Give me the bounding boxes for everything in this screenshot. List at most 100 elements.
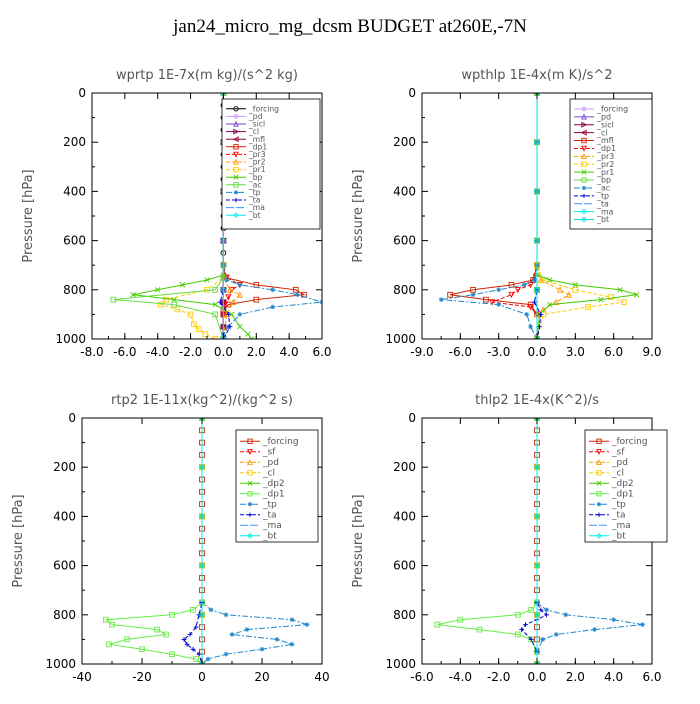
data-point xyxy=(195,326,202,333)
legend-entry: _tp xyxy=(611,500,626,510)
legend-entry: _pr1 xyxy=(248,165,266,174)
series-linepr3 xyxy=(536,93,570,339)
data-point xyxy=(198,611,206,618)
data-point xyxy=(154,626,160,633)
data-point xyxy=(190,646,196,652)
data-point xyxy=(198,464,206,471)
data-point xyxy=(528,607,535,613)
data-point xyxy=(227,324,233,330)
legend-entry: _ac xyxy=(248,180,262,189)
legend-entry: _cl xyxy=(262,468,275,478)
legend-marker xyxy=(596,512,602,517)
data-point xyxy=(169,611,175,618)
data-point xyxy=(508,291,515,299)
legend-marker xyxy=(581,208,587,215)
data-point xyxy=(514,631,521,638)
legend-entry: _pd xyxy=(611,458,628,468)
x-tick-label: 0.0 xyxy=(527,345,546,359)
data-point xyxy=(208,607,214,613)
legend-entry: _pd xyxy=(248,112,263,121)
data-point xyxy=(244,627,250,632)
data-point xyxy=(187,632,193,637)
data-point xyxy=(139,646,145,653)
y-tick-label: 400 xyxy=(63,184,86,198)
legend-entry: _tp xyxy=(262,500,277,510)
series-linepr1 xyxy=(160,93,224,339)
y-tick-label: 1000 xyxy=(55,332,86,346)
legend-marker xyxy=(596,438,602,444)
data-point xyxy=(447,291,453,298)
legend-marker xyxy=(247,480,253,486)
y-axis-label: Pressure [hPa] xyxy=(351,494,366,587)
legend-entry: _forcing xyxy=(248,104,279,113)
legend-marker xyxy=(247,459,253,465)
legend-entry: _forcing xyxy=(596,105,628,114)
legend-marker xyxy=(596,459,602,465)
data-point xyxy=(106,641,112,648)
chart-panel-1: wprtp 1E-7x(m kg)/(s^2 kg) Pressure [hPa]… xyxy=(21,68,332,359)
legend-entry: _sf xyxy=(262,447,276,457)
data-point xyxy=(519,627,525,632)
legend-box xyxy=(584,429,668,543)
legend-marker xyxy=(233,190,239,195)
chart-panel-4: thlp2 1E-4x(K^2)/s Pressure [hPa] -6.0 -4.0… xyxy=(351,393,668,684)
legend-marker xyxy=(581,121,588,128)
legend-entry: _ta xyxy=(596,199,609,208)
x-tick-label: -6.0 xyxy=(449,345,472,359)
data-point xyxy=(224,277,230,283)
legend-marker xyxy=(233,144,239,150)
chart-panel-3: rtp2 1E-11x(kg^2)/(kg^2 s) Pressure [hPa]… xyxy=(11,393,330,684)
data-point xyxy=(253,296,260,303)
data-point xyxy=(553,632,559,637)
data-point xyxy=(158,301,164,308)
data-point xyxy=(533,660,541,664)
data-point xyxy=(617,287,623,293)
data-point xyxy=(212,301,218,308)
x-tick-label: -8.0 xyxy=(80,345,103,359)
series-group xyxy=(103,418,310,664)
data-point xyxy=(245,331,251,337)
data-point xyxy=(514,611,521,618)
legend-entry: _sf xyxy=(611,447,625,457)
series-lineta xyxy=(521,418,548,664)
series-group xyxy=(438,93,640,339)
data-point xyxy=(204,286,210,293)
legend-marker xyxy=(596,449,602,455)
x-tick-label: -6.0 xyxy=(410,670,433,684)
data-point xyxy=(225,294,232,301)
y-tick-label: 0 xyxy=(408,411,416,425)
y-tick-label: 1000 xyxy=(45,657,76,671)
y-tick-label: 0 xyxy=(78,86,86,100)
data-point xyxy=(533,335,541,339)
legend-marker xyxy=(581,153,587,160)
data-point xyxy=(179,282,186,288)
legend-marker xyxy=(580,129,587,136)
legend-entry: _forcing xyxy=(262,437,299,447)
legend-marker xyxy=(233,197,239,203)
panel-title: wpthlp 1E-4x(m K)/s^2 xyxy=(461,68,612,83)
legend-entry: _bt xyxy=(596,215,609,224)
data-point xyxy=(483,296,489,303)
data-point xyxy=(532,277,537,283)
data-point xyxy=(572,286,579,293)
legend-entry: _mfl xyxy=(596,136,614,145)
data-point xyxy=(470,292,476,298)
legend-entry: _ma xyxy=(248,203,265,212)
data-point xyxy=(193,624,199,630)
data-point xyxy=(198,513,206,520)
data-point xyxy=(191,321,197,328)
legend-entry: _bp xyxy=(596,176,611,185)
legend-marker xyxy=(596,502,602,507)
legend-entry: _cl xyxy=(611,468,624,478)
legend-marker xyxy=(596,470,602,476)
y-tick-label: 400 xyxy=(393,509,416,523)
legend-entry: _dp1 xyxy=(611,489,634,499)
data-point xyxy=(184,641,190,647)
y-axis-label: Pressure [hPa] xyxy=(21,169,36,262)
data-point xyxy=(220,335,227,339)
data-point xyxy=(633,292,640,298)
legend-entry: _pr3 xyxy=(248,150,266,159)
legend-marker xyxy=(596,480,602,486)
legend: _forcing_sf_pd_cl_dp2_dp1_tp_ta_ma_bt xyxy=(584,429,668,543)
